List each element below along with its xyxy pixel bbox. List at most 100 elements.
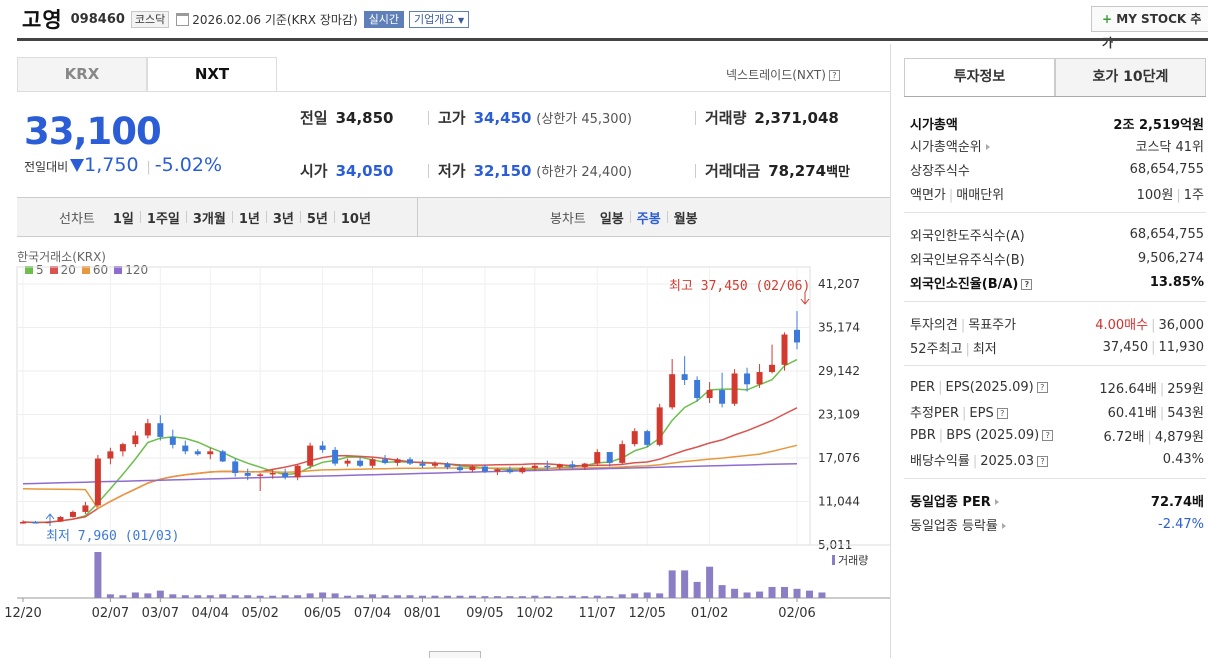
row-cap-rank[interactable]: 시가총액순위 코스닥 41위 xyxy=(910,139,1204,155)
y-tick-label: 35,174 xyxy=(818,321,860,335)
caret-right-icon xyxy=(1001,522,1006,529)
candle xyxy=(319,445,326,450)
volume-bar xyxy=(294,595,302,598)
help-icon[interactable]: ? xyxy=(828,70,840,81)
chart-scroll-handle[interactable] xyxy=(429,651,481,658)
mystock-add-button[interactable]: + MY STOCK 추가 xyxy=(1091,6,1208,50)
stat-amount: 거래대금 78,274백만 xyxy=(705,162,851,180)
volume-bar xyxy=(468,595,476,598)
x-tick-label: 06/05 xyxy=(304,606,341,621)
volume-bar xyxy=(394,595,402,598)
volume-bar xyxy=(456,595,464,598)
volume-bar xyxy=(818,592,826,598)
row-opinion: 투자의견 | 목표주가 4.00매수 | 36,000 xyxy=(910,317,1204,333)
price-chart[interactable]: 41,20735,17429,14223,10917,07611,0445,01… xyxy=(0,237,890,622)
period-bar: 선차트 1일 1주일 3개월 1년 3년 5년 10년 봉차트 일봉 주봉 월봉 xyxy=(17,197,890,237)
y-tick-label: 29,142 xyxy=(818,364,860,378)
period-3y[interactable]: 3년 xyxy=(272,211,294,227)
arrow-down-icon xyxy=(800,292,810,305)
period-1d[interactable]: 1일 xyxy=(112,211,134,227)
candle xyxy=(669,374,676,408)
help-icon[interactable]: ? xyxy=(1036,381,1048,393)
candle xyxy=(407,459,413,464)
calendar-icon xyxy=(176,12,190,26)
info-divider xyxy=(904,301,1206,302)
row-par: 액면가 | 매매단위 100원 | 1주 xyxy=(910,187,1204,203)
help-icon[interactable]: ? xyxy=(1042,429,1054,441)
realtime-button[interactable]: 실시간 xyxy=(363,10,404,28)
row-sector-rate[interactable]: 동일업종 등락률 -2.47% xyxy=(910,516,1204,534)
info-tabs: 투자정보 호가 10단계 xyxy=(904,58,1206,97)
stat-high: 고가 34,450 (상한가 45,300) xyxy=(438,109,632,127)
volume-bar xyxy=(231,595,239,598)
stock-code: 098460 xyxy=(70,11,125,27)
tab-orderbook[interactable]: 호가 10단계 xyxy=(1055,58,1206,97)
x-tick-label: 07/04 xyxy=(354,606,391,621)
volume-bar xyxy=(668,570,676,598)
tab-nxt[interactable]: NXT xyxy=(147,57,277,92)
candle-monthly[interactable]: 월봉 xyxy=(673,211,698,227)
candle xyxy=(544,465,551,468)
x-tick-label: 11/07 xyxy=(579,606,616,621)
candle xyxy=(656,407,663,445)
candle xyxy=(519,467,526,473)
volume-bar xyxy=(506,596,514,598)
volume-bar xyxy=(194,595,202,598)
legend-swatch xyxy=(25,266,33,274)
candle xyxy=(269,472,276,475)
stat-low: 저가 32,150 (하한가 24,400) xyxy=(438,162,632,180)
period-5y[interactable]: 5년 xyxy=(306,211,328,227)
candle xyxy=(219,451,226,462)
period-1w[interactable]: 1주일 xyxy=(146,211,180,227)
volume-bar xyxy=(319,592,327,598)
candle xyxy=(431,463,438,466)
ma-line-20 xyxy=(22,407,798,524)
volume-bar xyxy=(731,588,739,598)
legend-ma5: 5 xyxy=(36,263,44,277)
candle xyxy=(594,452,601,464)
period-bar-divider xyxy=(416,197,418,237)
candle-weekly[interactable]: 주봉 xyxy=(636,211,661,227)
candle-daily[interactable]: 일봉 xyxy=(599,211,624,227)
row-per: PER | EPS(2025.09)? 126.64배 | 259원 xyxy=(910,379,1204,397)
info-divider xyxy=(904,365,1206,366)
help-icon[interactable]: ? xyxy=(996,407,1008,419)
stat-divider xyxy=(695,111,696,125)
volume-bar xyxy=(743,592,751,598)
period-10y[interactable]: 10년 xyxy=(340,211,371,227)
candle xyxy=(731,373,738,404)
candle xyxy=(369,459,376,466)
period-3m[interactable]: 3개월 xyxy=(192,211,226,227)
candle xyxy=(357,460,364,466)
candle xyxy=(781,334,788,365)
market-badge: 코스닥 xyxy=(130,10,170,28)
candle xyxy=(294,465,301,478)
candle-chart-label: 봉차트 xyxy=(549,211,586,227)
candle xyxy=(282,472,289,478)
row-sector-per[interactable]: 동일업종 PER 72.74배 xyxy=(910,494,1204,510)
candle xyxy=(419,463,426,466)
corp-info-button[interactable]: 기업개요 ▼ xyxy=(409,10,470,28)
ma-line-5 xyxy=(22,358,798,524)
help-icon[interactable]: ? xyxy=(1036,455,1048,467)
volume-bar xyxy=(418,595,426,598)
row-52week: 52주최고 | 최저 37,450 | 11,930 xyxy=(910,339,1204,357)
volume-bar xyxy=(681,570,689,598)
chart-frame xyxy=(16,266,811,546)
volume-bar xyxy=(431,595,439,598)
tab-investment-info[interactable]: 투자정보 xyxy=(904,58,1055,97)
x-tick-label: 02/07 xyxy=(92,606,129,621)
volume-legend-swatch xyxy=(832,555,835,565)
company-name: 고영 xyxy=(22,7,63,32)
candle xyxy=(506,469,513,473)
candle xyxy=(232,461,239,473)
row-dividend: 배당수익률 | 2025.03? 0.43% xyxy=(910,451,1204,469)
period-1y[interactable]: 1년 xyxy=(238,211,260,227)
tab-krx[interactable]: KRX xyxy=(17,57,147,92)
change-label: 전일대비 xyxy=(24,160,69,174)
candle xyxy=(581,463,588,468)
info-divider xyxy=(904,478,1206,479)
help-icon[interactable]: ? xyxy=(1021,278,1033,290)
candle xyxy=(719,390,726,404)
candle xyxy=(556,464,563,468)
